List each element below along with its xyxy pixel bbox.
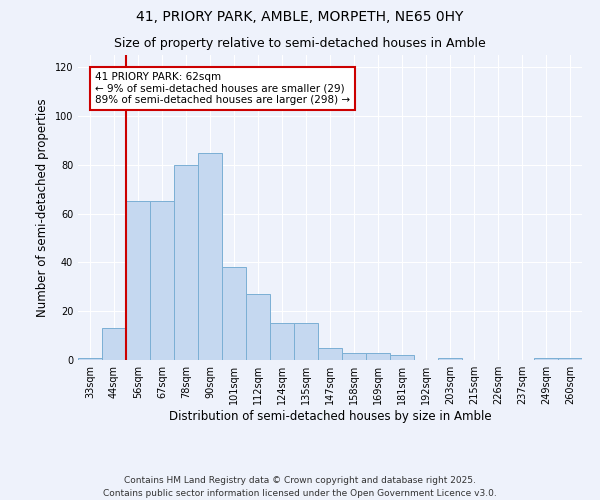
Bar [102, 328, 126, 360]
Text: 41 PRIORY PARK: 62sqm
← 9% of semi-detached houses are smaller (29)
89% of semi-: 41 PRIORY PARK: 62sqm ← 9% of semi-detac… [95, 72, 350, 106]
Y-axis label: Number of semi-detached properties: Number of semi-detached properties [36, 98, 49, 317]
Text: Size of property relative to semi-detached houses in Amble: Size of property relative to semi-detach… [114, 38, 486, 51]
Bar [78, 358, 102, 360]
Text: Contains HM Land Registry data © Crown copyright and database right 2025.
Contai: Contains HM Land Registry data © Crown c… [103, 476, 497, 498]
Bar [270, 324, 294, 360]
Bar [366, 352, 390, 360]
Bar [174, 165, 198, 360]
Bar [126, 202, 150, 360]
Bar [246, 294, 270, 360]
Text: 41, PRIORY PARK, AMBLE, MORPETH, NE65 0HY: 41, PRIORY PARK, AMBLE, MORPETH, NE65 0H… [136, 10, 464, 24]
Bar [438, 358, 462, 360]
Bar [222, 268, 246, 360]
Bar [558, 358, 582, 360]
Bar [318, 348, 342, 360]
Bar [198, 152, 222, 360]
Bar [342, 352, 366, 360]
Bar [150, 202, 174, 360]
X-axis label: Distribution of semi-detached houses by size in Amble: Distribution of semi-detached houses by … [169, 410, 491, 423]
Bar [390, 355, 414, 360]
Bar [294, 324, 318, 360]
Bar [534, 358, 558, 360]
